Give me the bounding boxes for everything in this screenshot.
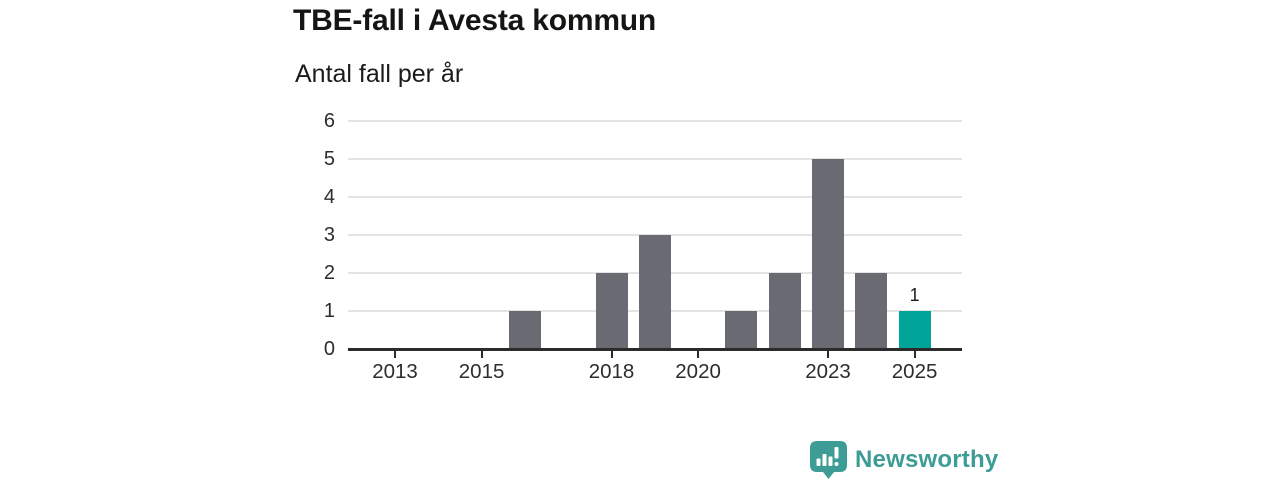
bar bbox=[812, 159, 844, 349]
bar bbox=[638, 235, 671, 349]
chart-subtitle: Antal fall per år bbox=[295, 60, 464, 88]
x-axis-label: 2023 bbox=[805, 360, 851, 383]
y-axis-label: 6 bbox=[323, 110, 335, 132]
chart-title: TBE-fall i Avesta kommun bbox=[293, 4, 657, 37]
bar bbox=[768, 273, 801, 349]
newsworthy-logo: Newsworthy bbox=[810, 441, 998, 479]
x-axis-tick bbox=[610, 350, 613, 358]
bar bbox=[595, 273, 628, 349]
x-axis-tick bbox=[827, 350, 829, 358]
x-axis-label: 2025 bbox=[891, 360, 938, 383]
gridline bbox=[348, 196, 962, 198]
bar bbox=[725, 311, 758, 349]
newsworthy-wordmark: Newsworthy bbox=[855, 446, 999, 473]
x-axis-tick bbox=[913, 350, 916, 358]
bar-value-label: 1 bbox=[909, 285, 920, 305]
y-axis-label: 0 bbox=[323, 338, 335, 360]
y-axis-label: 1 bbox=[323, 300, 335, 322]
x-axis-label: 2020 bbox=[675, 360, 721, 383]
bar-chart-plot: 0 1 2 3 4 5 6 2013 2015 2018 2020 2023 2025 1 bbox=[324, 110, 962, 383]
x-axis-label: 2013 bbox=[372, 360, 418, 383]
x-axis-label: 2018 bbox=[588, 360, 635, 383]
bar bbox=[855, 273, 888, 349]
gridline bbox=[348, 120, 962, 122]
bar bbox=[508, 311, 541, 349]
x-axis-tick bbox=[480, 350, 483, 358]
y-axis-label: 3 bbox=[323, 224, 335, 246]
y-axis-label: 2 bbox=[323, 262, 335, 284]
x-axis-tick bbox=[394, 350, 396, 358]
y-axis-label: 4 bbox=[323, 186, 335, 208]
newsworthy-icon bbox=[810, 441, 847, 479]
gridline bbox=[348, 158, 962, 160]
x-axis-line bbox=[348, 348, 962, 351]
x-axis-tick bbox=[697, 350, 700, 358]
x-axis-label: 2015 bbox=[458, 360, 505, 383]
bar-highlight bbox=[898, 311, 931, 349]
y-axis-label: 5 bbox=[323, 148, 335, 170]
